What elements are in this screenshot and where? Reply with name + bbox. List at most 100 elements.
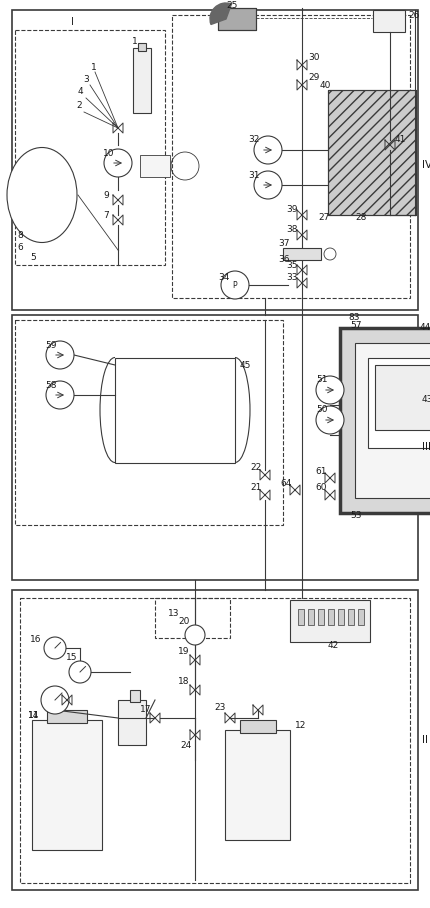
Bar [218, 8, 256, 30]
Text: 60: 60 [315, 483, 326, 492]
Bar [318, 609, 324, 625]
Bar [32, 720, 102, 850]
Circle shape [316, 376, 344, 404]
Bar [283, 248, 321, 260]
Circle shape [44, 637, 66, 659]
Text: 64: 64 [280, 479, 292, 488]
Text: 7: 7 [103, 211, 109, 220]
Circle shape [69, 661, 91, 683]
Bar [218, 8, 256, 30]
Text: 18: 18 [178, 677, 190, 686]
Text: 59: 59 [45, 340, 56, 350]
Bar [368, 358, 430, 448]
Text: 41: 41 [395, 135, 406, 144]
Circle shape [46, 341, 74, 369]
Text: 6: 6 [17, 243, 23, 252]
Bar [348, 609, 354, 625]
Text: 12: 12 [295, 722, 306, 731]
Text: 13: 13 [168, 608, 179, 617]
Text: 34: 34 [218, 273, 229, 282]
Bar [12, 315, 418, 580]
Bar [298, 609, 304, 625]
Bar [12, 590, 418, 890]
Text: 50: 50 [316, 406, 328, 414]
Bar [340, 328, 430, 513]
Text: 20: 20 [178, 617, 189, 627]
Circle shape [41, 686, 69, 714]
Bar [172, 15, 410, 298]
Bar [328, 90, 416, 215]
Text: 14: 14 [28, 712, 40, 721]
Circle shape [221, 271, 249, 299]
Text: 57: 57 [350, 321, 362, 330]
Text: III: III [422, 442, 430, 452]
Bar [133, 48, 151, 113]
Bar [240, 720, 276, 733]
Text: 3: 3 [83, 75, 89, 84]
Bar [308, 609, 314, 625]
Ellipse shape [7, 147, 77, 242]
Text: 61: 61 [315, 467, 326, 476]
Circle shape [316, 406, 344, 434]
Circle shape [46, 381, 74, 409]
Text: 30: 30 [308, 54, 319, 63]
Text: 8: 8 [17, 231, 23, 240]
Circle shape [254, 171, 282, 199]
Bar [328, 90, 416, 215]
Bar [20, 598, 410, 883]
Text: 1: 1 [91, 64, 97, 73]
Circle shape [185, 625, 205, 645]
Text: 35: 35 [286, 261, 298, 270]
Text: 1: 1 [132, 37, 138, 46]
Bar [115, 358, 235, 463]
Text: 45: 45 [240, 360, 252, 370]
Text: 25: 25 [226, 1, 238, 9]
Text: 43: 43 [422, 396, 430, 404]
Text: 9: 9 [103, 191, 109, 200]
Text: 53: 53 [350, 510, 362, 519]
Text: 10: 10 [103, 149, 114, 157]
Wedge shape [210, 3, 231, 25]
Text: 58: 58 [45, 380, 56, 390]
Text: 2: 2 [76, 102, 82, 111]
Text: 32: 32 [248, 135, 259, 144]
Text: 24: 24 [180, 741, 191, 749]
Bar [375, 365, 430, 430]
Bar [15, 320, 283, 525]
Bar [290, 600, 370, 642]
Bar [118, 700, 146, 745]
Text: 17: 17 [140, 706, 151, 715]
Text: II: II [422, 735, 428, 745]
Text: 42: 42 [328, 640, 339, 649]
Text: 39: 39 [286, 205, 298, 214]
Text: 4: 4 [78, 87, 83, 96]
Text: P: P [233, 281, 237, 290]
Text: 27: 27 [318, 213, 329, 222]
Text: 19: 19 [178, 647, 190, 656]
Text: 28: 28 [355, 213, 366, 222]
Text: 22: 22 [250, 463, 261, 472]
Text: 36: 36 [278, 255, 289, 264]
Text: I: I [71, 17, 74, 27]
Text: 83: 83 [348, 313, 359, 322]
Bar [140, 155, 170, 177]
Text: 23: 23 [214, 704, 225, 713]
Bar [15, 30, 165, 265]
Bar [47, 710, 87, 723]
Text: 38: 38 [286, 225, 298, 234]
Text: 16: 16 [30, 636, 42, 645]
Text: IV: IV [422, 160, 430, 170]
Text: 51: 51 [316, 376, 328, 384]
Circle shape [254, 136, 282, 164]
Bar [12, 10, 418, 310]
Bar [373, 10, 405, 32]
Text: 37: 37 [278, 240, 289, 249]
Text: 26: 26 [408, 12, 419, 21]
Bar [328, 609, 334, 625]
Bar [338, 609, 344, 625]
Text: 40: 40 [320, 82, 332, 91]
Circle shape [104, 149, 132, 177]
Text: 5: 5 [30, 253, 36, 262]
Bar [358, 609, 364, 625]
Circle shape [324, 248, 336, 260]
